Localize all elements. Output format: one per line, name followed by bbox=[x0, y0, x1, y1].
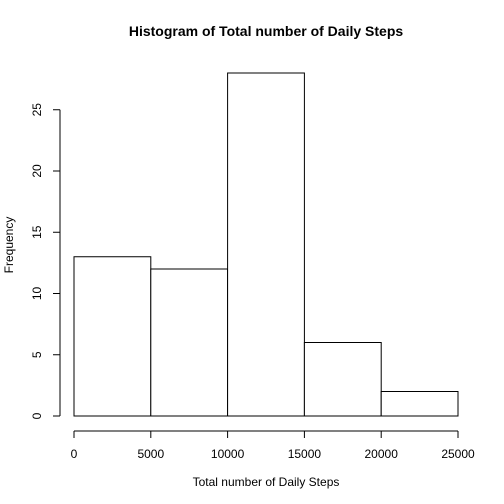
y-tick-label-3: 15 bbox=[30, 225, 44, 239]
chart-title: Histogram of Total number of Daily Steps bbox=[129, 23, 404, 39]
x-tick-label-0: 0 bbox=[71, 447, 78, 461]
x-tick-label-5: 25000 bbox=[441, 447, 475, 461]
x-tick-label-1: 5000 bbox=[137, 447, 164, 461]
histogram-bar-4 bbox=[381, 392, 458, 417]
histogram-bar-2 bbox=[228, 73, 305, 416]
histogram-bar-1 bbox=[151, 269, 228, 416]
histogram-bar-0 bbox=[74, 257, 151, 416]
bars-group bbox=[74, 73, 458, 416]
y-tick-label-2: 10 bbox=[30, 287, 44, 301]
x-axis: 0 5000 10000 15000 20000 25000 bbox=[71, 431, 475, 461]
y-axis: 0 5 10 15 20 25 bbox=[30, 103, 60, 420]
x-tick-label-2: 10000 bbox=[211, 447, 245, 461]
x-tick-label-4: 20000 bbox=[365, 447, 399, 461]
histogram-bar-3 bbox=[304, 343, 381, 417]
y-tick-label-5: 25 bbox=[30, 103, 44, 117]
y-tick-label-0: 0 bbox=[30, 412, 44, 419]
y-axis-label: Frequency bbox=[2, 217, 16, 274]
y-tick-label-4: 20 bbox=[30, 164, 44, 178]
x-axis-label: Total number of Daily Steps bbox=[193, 475, 340, 489]
y-tick-label-1: 5 bbox=[30, 351, 44, 358]
x-tick-label-3: 15000 bbox=[288, 447, 322, 461]
